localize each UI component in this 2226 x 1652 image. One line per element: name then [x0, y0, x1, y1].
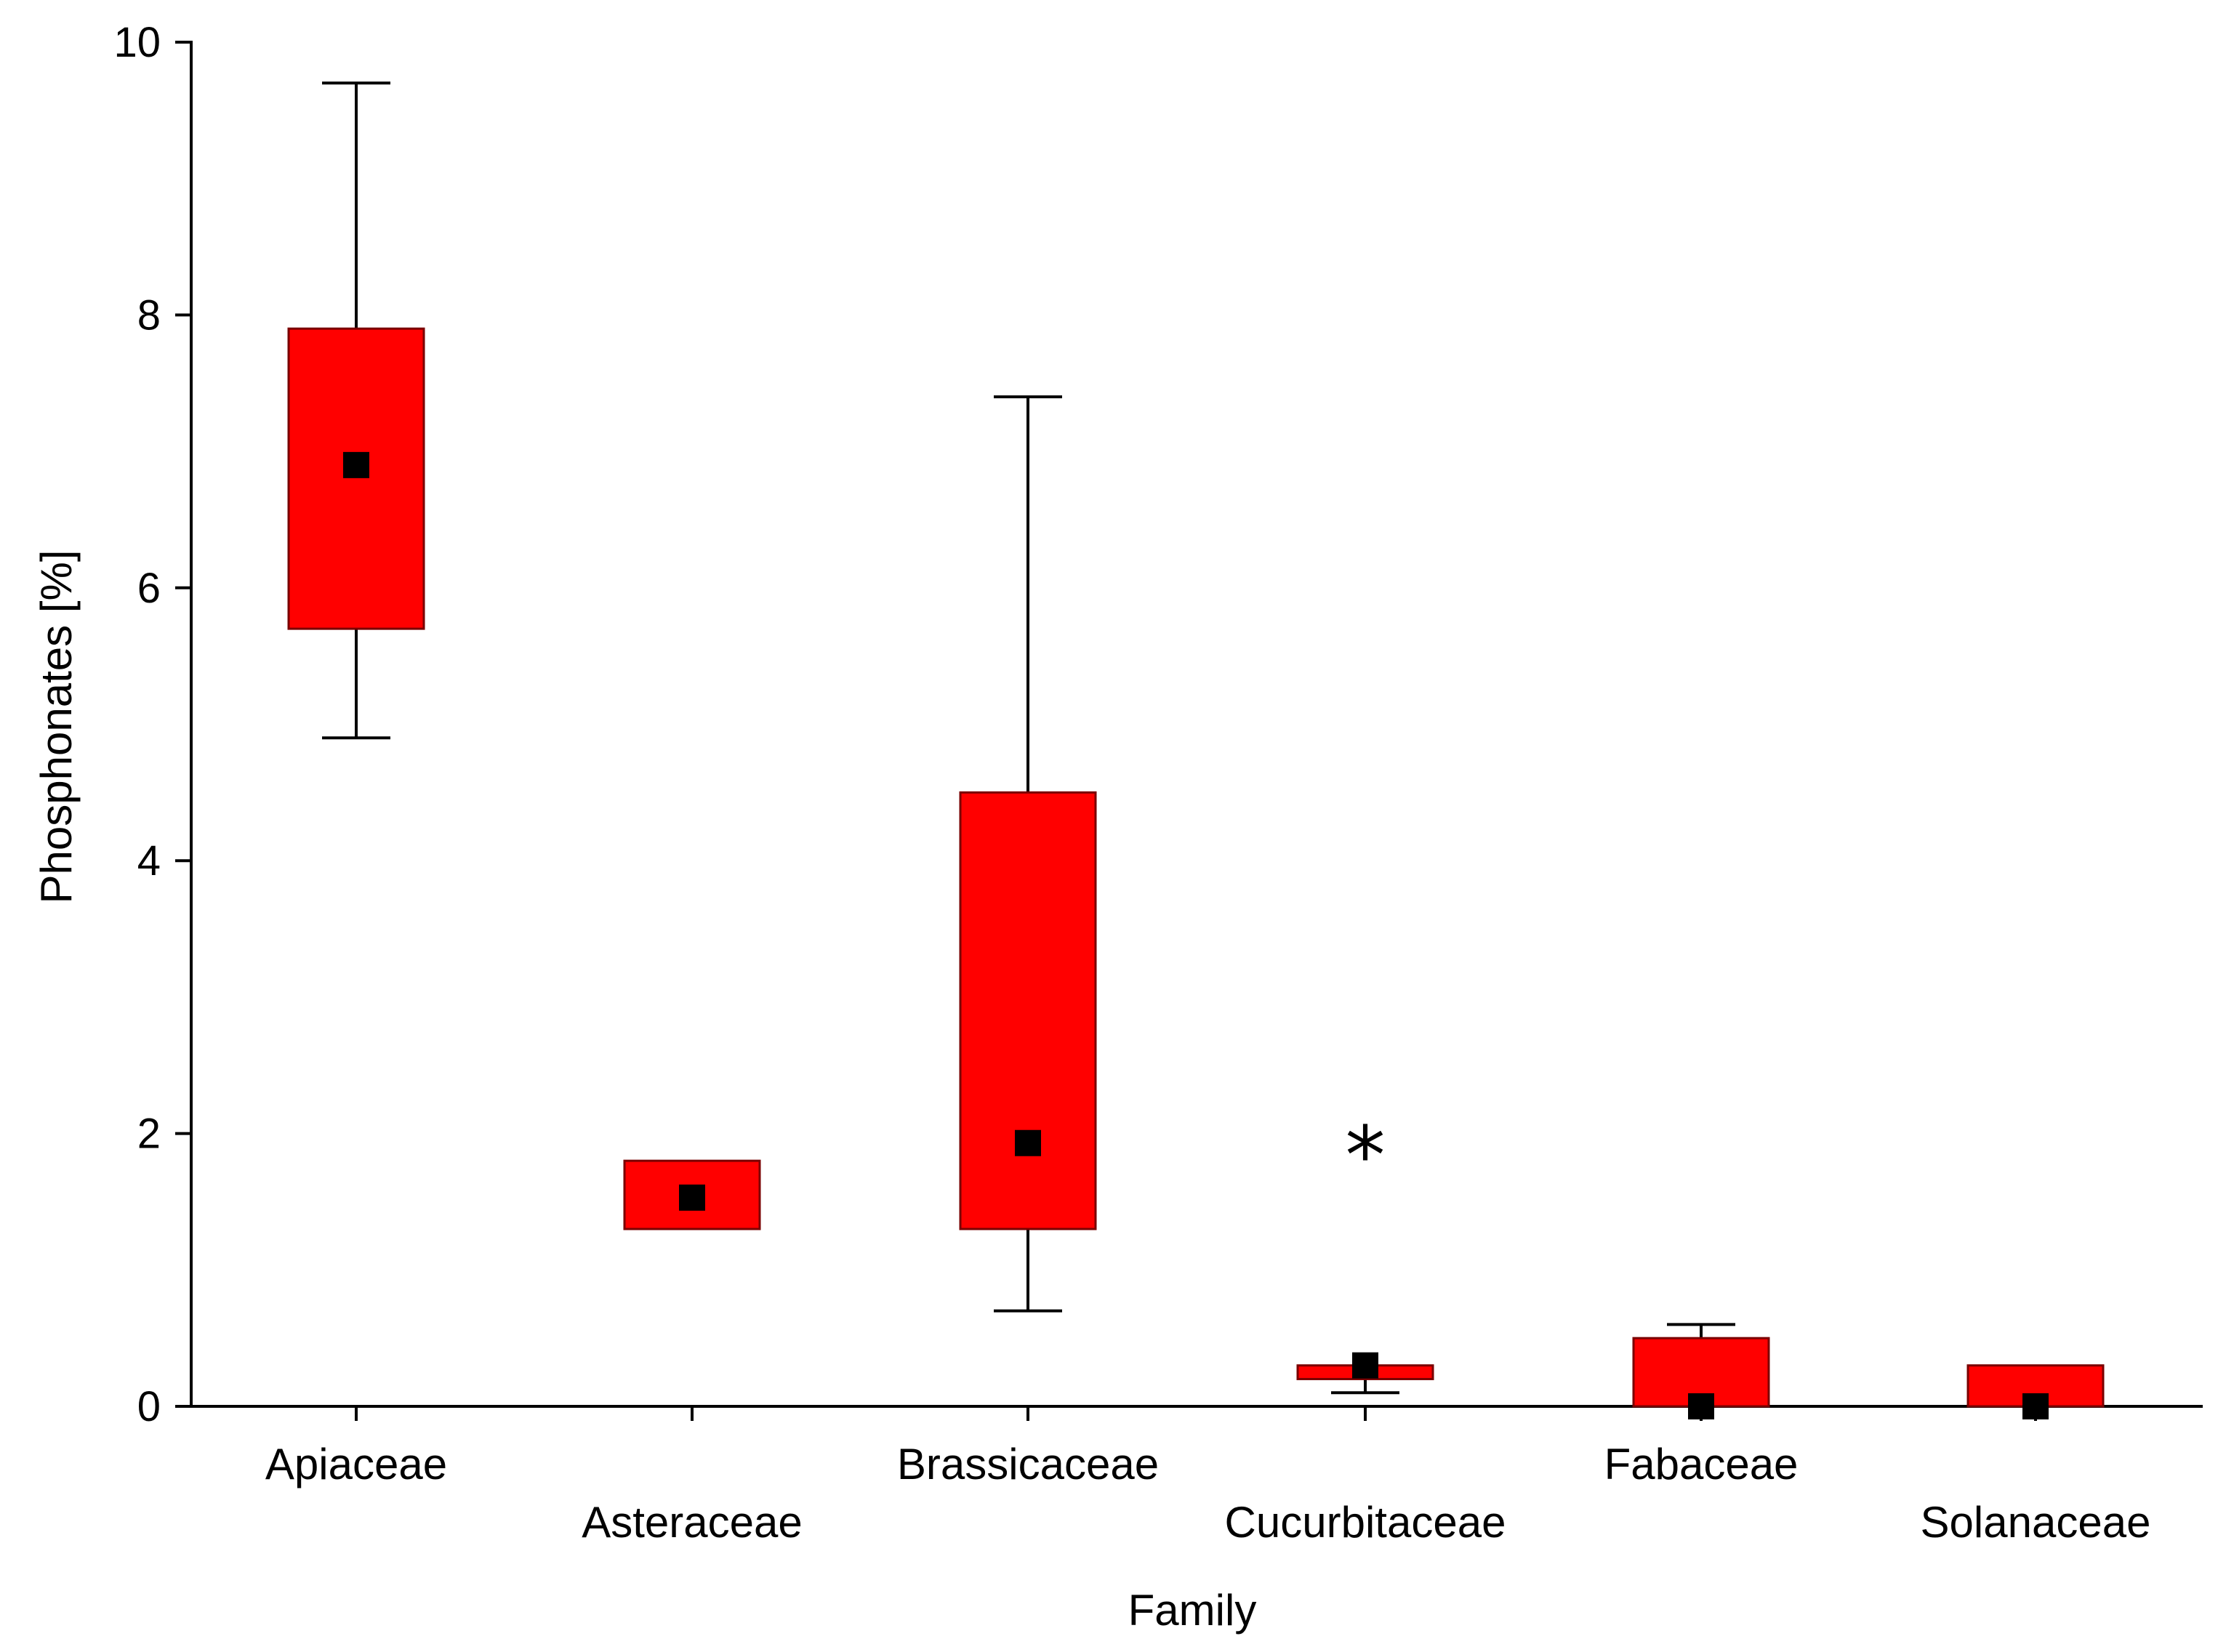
x-axis-title: Family [1128, 1586, 1257, 1635]
x-tick-label-asteraceae: Asteraceae [582, 1498, 803, 1547]
y-tick-label: 0 [137, 1383, 161, 1430]
box-group-cucurbitaceae: * [1296, 1109, 1434, 1395]
box-group-brassicaceae [959, 395, 1097, 1313]
y-tick-label: 10 [113, 19, 161, 66]
box-group-apiaceae [287, 81, 425, 740]
median-marker [1352, 1352, 1378, 1379]
box-group-asteraceae [623, 1159, 761, 1230]
median-marker [1015, 1129, 1041, 1156]
x-tick-label-apiaceae: Apiaceae [265, 1440, 447, 1488]
y-tick-label: 4 [137, 837, 161, 885]
plot-area: 0 2 4 6 8 10 Apiaceae Asteraceae Brassicaceae Cuc… [113, 19, 2203, 1547]
y-tick-label: 2 [137, 1111, 161, 1158]
y-axis-title: Phosphonates [%] [32, 549, 81, 903]
y-tick-label: 8 [137, 291, 161, 339]
median-marker [1688, 1393, 1714, 1419]
y-tick-label: 6 [137, 565, 161, 612]
x-tick-label-solanaceae: Solanaceae [1921, 1498, 2151, 1547]
x-tick-label-cucurbitaceae: Cucurbitaceae [1225, 1498, 1506, 1547]
x-tick-label-brassicaceae: Brassicaceae [897, 1440, 1159, 1488]
median-marker [343, 451, 369, 478]
box [959, 791, 1097, 1230]
outlier-marker: * [1346, 1109, 1386, 1202]
box [287, 327, 425, 630]
median-marker [679, 1184, 705, 1211]
box-group-fabaceae [1632, 1323, 1770, 1419]
x-tick-label-fabaceae: Fabaceae [1604, 1440, 1799, 1488]
median-marker [2022, 1393, 2049, 1419]
box-group-solanaceae [1966, 1364, 2105, 1419]
